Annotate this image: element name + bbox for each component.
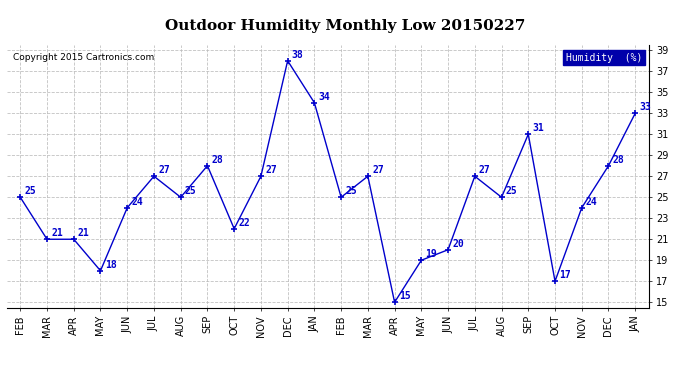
Text: 27: 27 [372,165,384,176]
Text: 38: 38 [292,50,304,60]
Text: 21: 21 [78,228,90,238]
Text: 25: 25 [345,186,357,196]
Text: Humidity  (%): Humidity (%) [566,53,642,63]
Text: 34: 34 [319,92,331,102]
Text: 25: 25 [185,186,197,196]
Text: 27: 27 [158,165,170,176]
Text: 22: 22 [238,218,250,228]
Text: 20: 20 [452,239,464,249]
Text: 19: 19 [426,249,437,259]
Text: 28: 28 [212,155,224,165]
Text: 24: 24 [586,197,598,207]
Text: 18: 18 [105,260,117,270]
Text: 27: 27 [479,165,491,176]
Text: 15: 15 [399,291,411,302]
Text: Outdoor Humidity Monthly Low 20150227: Outdoor Humidity Monthly Low 20150227 [165,19,525,33]
Text: Copyright 2015 Cartronics.com: Copyright 2015 Cartronics.com [13,53,155,62]
Text: 31: 31 [533,123,544,134]
Text: 21: 21 [51,228,63,238]
Text: 33: 33 [640,102,651,112]
Text: 28: 28 [613,155,624,165]
Text: 25: 25 [24,186,36,196]
Text: 27: 27 [265,165,277,176]
Text: 17: 17 [559,270,571,280]
Text: 25: 25 [506,186,518,196]
Text: 24: 24 [131,197,143,207]
